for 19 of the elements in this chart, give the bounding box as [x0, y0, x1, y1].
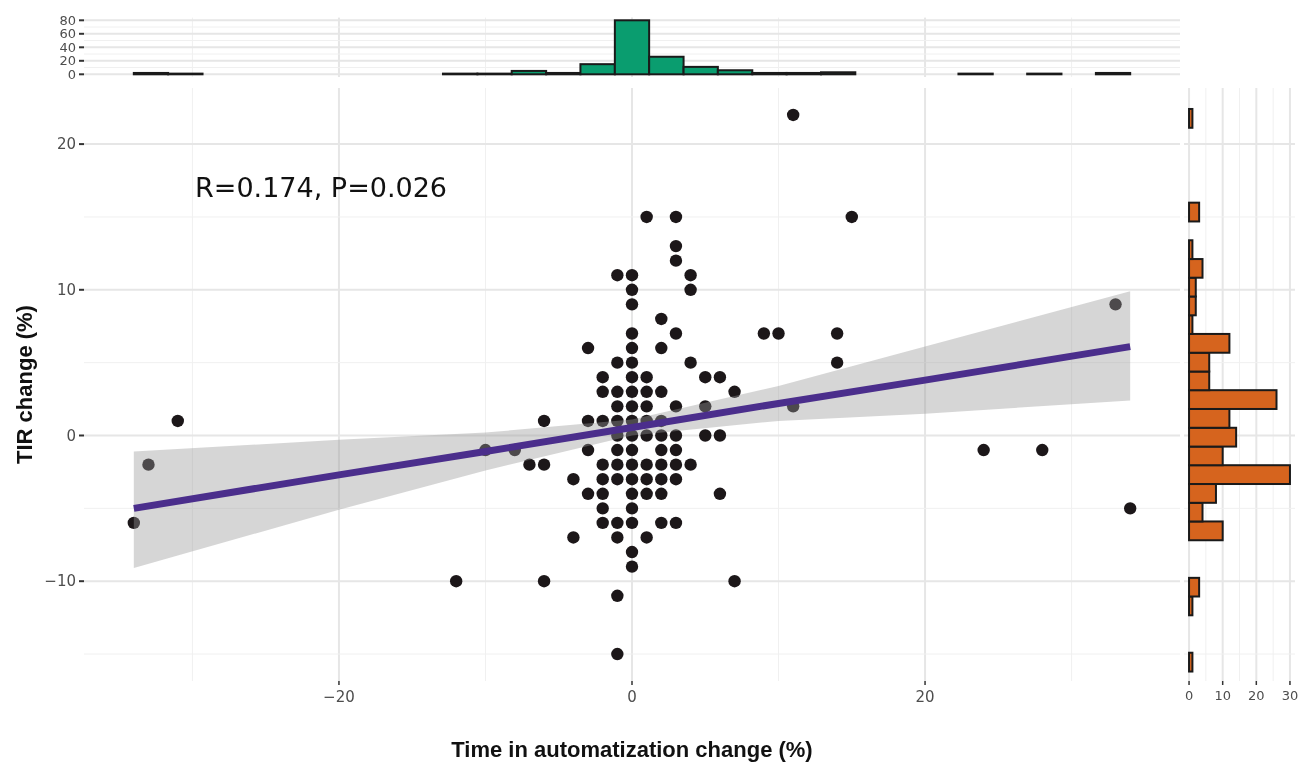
x-tick-label: 20 — [915, 688, 935, 706]
y-tick-label: −10 — [44, 572, 76, 591]
x-tick-label: 0 — [627, 688, 637, 706]
x-axis-title: Time in automatization change (%) — [451, 737, 813, 762]
x-tick-label: −20 — [323, 688, 355, 706]
y-tick-label: 0 — [66, 426, 76, 445]
y-tick-label: 80 — [59, 12, 76, 28]
y-axis-title: TIR change (%) — [12, 305, 37, 464]
x-tick-label: 0 — [1184, 688, 1194, 703]
y-tick-label: 10 — [56, 281, 76, 300]
x-tick-label: 20 — [1248, 688, 1265, 703]
y-tick-label: 60 — [59, 26, 76, 42]
annotation: R=0.174, P=0.026 — [195, 172, 448, 203]
y-tick-label: 0 — [67, 66, 76, 82]
x-tick-label: 30 — [1281, 688, 1299, 703]
y-tick-label: 20 — [56, 135, 76, 154]
x-tick-label: 10 — [1214, 688, 1231, 703]
y-tick-label: 20 — [59, 53, 76, 69]
y-tick-label: 40 — [59, 39, 76, 55]
